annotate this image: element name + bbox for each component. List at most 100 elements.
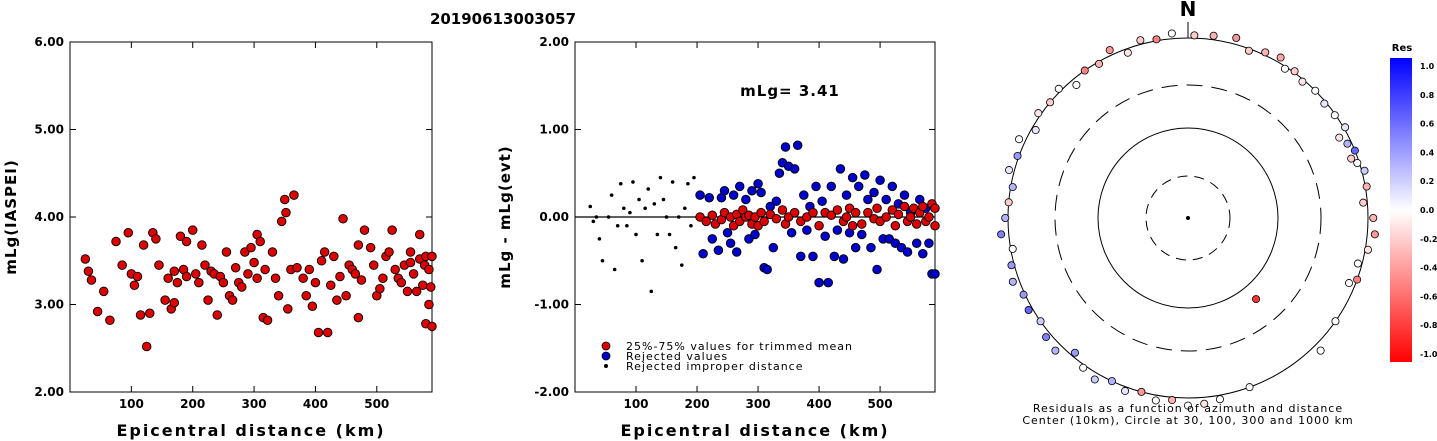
polar-data-point	[1024, 306, 1033, 315]
polar-data-point	[1316, 346, 1325, 355]
colorbar-tick-label: -0.6	[1420, 292, 1437, 301]
colorbar-tick-label: -0.4	[1420, 264, 1437, 273]
data-point-rejected	[847, 172, 858, 183]
polar-data-point	[1290, 67, 1299, 76]
data-point-improper	[625, 223, 629, 228]
data-point	[260, 264, 270, 275]
data-point	[319, 247, 330, 257]
polar-data-point	[997, 230, 1006, 239]
left-axes: 100 200 300 400 500 6.00 5.00 4.00 3.00 2.00	[34, 35, 432, 411]
data-point-trimmed	[777, 205, 788, 215]
data-point	[117, 260, 127, 270]
polar-data-point	[1190, 31, 1199, 40]
data-point	[141, 341, 152, 352]
polar-data-point	[1331, 317, 1340, 326]
data-point-rejected	[802, 225, 812, 235]
polar-data-point	[1013, 151, 1022, 160]
data-point-rejected	[774, 168, 785, 178]
mid-x-tick-label: 400	[807, 397, 832, 411]
data-point-improper	[673, 245, 678, 250]
mid-x-tick-label: 300	[746, 397, 771, 411]
data-point-rejected	[768, 242, 779, 253]
data-point-rejected	[817, 196, 827, 206]
data-point	[332, 295, 342, 305]
data-point	[92, 306, 103, 317]
polar-data-point	[1347, 154, 1356, 163]
polar-data-point	[1079, 363, 1088, 372]
data-point	[329, 251, 339, 262]
polar-data-point	[1152, 35, 1161, 44]
polar-data-point	[1353, 259, 1362, 268]
data-point	[316, 256, 327, 266]
left-y-tick-label: 2.00	[34, 385, 64, 399]
data-point-improper	[670, 180, 675, 184]
data-point-rejected	[771, 196, 782, 206]
data-point-rejected	[872, 264, 882, 275]
data-point-improper	[634, 232, 638, 237]
polar-data-point	[1320, 99, 1329, 108]
data-point-rejected	[924, 238, 934, 248]
data-point	[132, 271, 143, 282]
data-point-rejected	[863, 194, 873, 205]
data-point	[187, 225, 198, 235]
polar-data-point	[1244, 46, 1253, 55]
data-point-rejected	[731, 247, 742, 257]
data-point-rejected	[829, 251, 840, 262]
data-point	[175, 231, 186, 241]
polar-data-point	[1280, 64, 1289, 73]
ring-100km	[1097, 127, 1279, 309]
legend-label-improper: Rejected improper distance	[626, 360, 804, 373]
data-point-rejected	[722, 227, 733, 238]
data-point	[111, 236, 121, 247]
data-point-rejected	[728, 190, 739, 200]
polar-data-point	[1360, 166, 1369, 175]
colorbar-tick-label: 0.0	[1420, 206, 1435, 215]
polar-data-point	[1343, 139, 1352, 148]
data-point-rejected	[899, 190, 910, 200]
data-point	[359, 225, 370, 235]
data-point-trimmed	[771, 213, 782, 224]
mid-y-tick-label: 2.00	[539, 35, 569, 49]
data-point-rejected	[725, 238, 736, 248]
data-point	[227, 295, 238, 305]
data-point	[408, 269, 419, 279]
legend-marker-improper	[604, 364, 608, 368]
data-point	[151, 234, 161, 244]
data-point-rejected	[698, 248, 708, 259]
data-point-improper	[686, 181, 690, 186]
polar-data-point	[1330, 111, 1339, 120]
data-point	[424, 264, 434, 275]
data-point-trimmed	[756, 207, 766, 218]
data-point-trimmed	[707, 210, 718, 220]
data-point	[169, 298, 180, 308]
mid-x-tick-label: 500	[868, 397, 893, 411]
polar-data-point	[1353, 158, 1362, 167]
polar-data-point	[1036, 317, 1045, 326]
data-point-improper	[661, 197, 666, 202]
polar-data-point	[1051, 346, 1060, 355]
polar-data-point	[1004, 198, 1013, 207]
mid-x-tick-label: 200	[685, 397, 710, 411]
data-point	[310, 277, 321, 288]
polar-data-point	[1105, 46, 1114, 55]
data-point-rejected	[832, 225, 843, 235]
data-point-rejected	[841, 190, 852, 200]
polar-data-point	[1370, 230, 1379, 239]
data-point-trimmed	[924, 212, 934, 222]
colorbar-tick-label: 0.8	[1420, 91, 1435, 100]
data-point-improper	[606, 215, 611, 219]
data-point	[135, 310, 146, 320]
data-point	[283, 304, 293, 314]
data-point-trimmed	[850, 207, 861, 218]
data-point-improper	[637, 197, 641, 202]
data-point	[405, 257, 416, 268]
data-point-improper	[646, 187, 651, 191]
data-point	[387, 225, 397, 235]
polar-data-point	[1031, 126, 1040, 135]
polar-caption-line1: Residuals as a function of azimuth and d…	[1033, 402, 1343, 415]
data-point-rejected	[734, 181, 745, 192]
polar-data-point	[1298, 77, 1307, 86]
residual-colorbar: Res 1.0 0.8 0.6 0.4 0.2 0.0 -0.2 -0.4 -0.6 -0.8 -1…	[1390, 43, 1437, 362]
center-marker	[1186, 216, 1190, 220]
data-point	[384, 247, 394, 257]
